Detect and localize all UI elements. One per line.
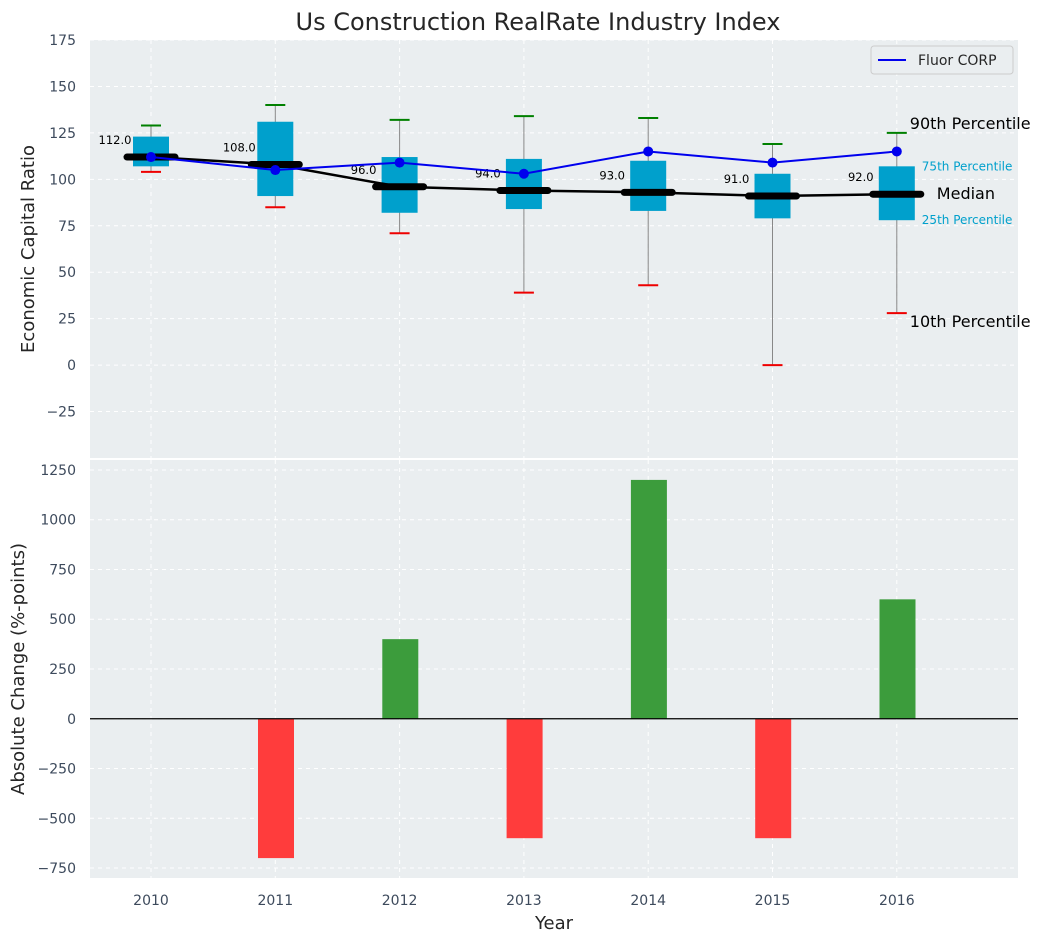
top-y-tick-label: 175 [49, 33, 76, 49]
x-tick-label: 2016 [879, 893, 915, 909]
top-y-tick-label: 100 [49, 172, 76, 188]
change-bar [258, 718, 294, 859]
median-value-label: 96.0 [351, 163, 377, 177]
box-iqr [505, 158, 542, 210]
bottom-y-tick-label: 0 [67, 712, 76, 728]
chart-title: Us Construction RealRate Industry Index [296, 8, 781, 36]
top-y-tick-label: 25 [58, 312, 76, 328]
series-point [394, 157, 405, 168]
change-bar [382, 639, 419, 719]
median-value-label: 108.0 [223, 140, 256, 154]
annotation-p25: 25th Percentile [922, 213, 1013, 227]
top-plot-background [90, 40, 1018, 458]
top-y-tick-label: 50 [58, 265, 76, 281]
x-tick-label: 2013 [506, 893, 542, 909]
series-point [270, 165, 281, 176]
change-bar [630, 479, 667, 719]
top-y-tick-label: 125 [49, 126, 76, 142]
bottom-y-tick-label: −250 [38, 762, 76, 778]
x-tick-label: 2010 [133, 893, 169, 909]
bottom-y-tick-label: 250 [49, 662, 76, 678]
legend-box [870, 45, 1014, 75]
series-point [767, 157, 778, 168]
top-y-tick-label: 0 [67, 358, 76, 374]
median-value-label: 93.0 [599, 168, 625, 182]
box-iqr [630, 160, 667, 211]
bottom-y-ticks: −750 −500 −250 0 250 500 750 1000 1250 [38, 463, 76, 877]
box-plot-layer: 112.0 108.0 96.0 94.0 93.0 91.0 92.0 [99, 104, 925, 367]
median-value-label: 91.0 [724, 172, 750, 186]
series-point [643, 146, 654, 157]
bottom-y-tick-label: −500 [38, 811, 76, 827]
top-y-axis-label: Economic Capital Ratio [18, 145, 39, 353]
annotation-p75: 75th Percentile [922, 159, 1013, 173]
median-value-label: 94.0 [475, 166, 501, 180]
change-bar [506, 718, 543, 839]
percentile-annotations: 90th Percentile 75th Percentile Median 25th… [910, 114, 1031, 331]
bottom-y-tick-label: −750 [38, 861, 76, 877]
bottom-y-tick-label: 1250 [40, 463, 76, 479]
bottom-y-tick-label: 1000 [40, 513, 76, 529]
change-bar [879, 599, 916, 719]
top-y-tick-label: 150 [49, 79, 76, 95]
series-point [891, 146, 902, 157]
legend-label: Fluor CORP [918, 53, 997, 69]
x-tick-label: 2012 [382, 893, 418, 909]
x-tick-label: 2011 [257, 893, 293, 909]
bottom-y-tick-label: 750 [49, 562, 76, 578]
change-bar [755, 718, 792, 839]
annotation-p10: 10th Percentile [910, 312, 1031, 331]
x-ticks: 2010 2011 2012 2013 2014 2015 2016 [133, 893, 915, 909]
top-y-ticks: −25 0 25 50 75 100 125 150 175 [46, 33, 76, 421]
median-value-label: 92.0 [848, 170, 874, 184]
top-y-tick-label: 75 [58, 219, 76, 235]
legend: Fluor CORP [870, 45, 1014, 75]
bottom-y-axis-label: Absolute Change (%-points) [8, 543, 29, 795]
top-y-tick-label: −25 [46, 405, 76, 421]
x-tick-label: 2014 [630, 893, 666, 909]
series-point [518, 168, 529, 179]
annotation-p90: 90th Percentile [910, 114, 1031, 133]
box-iqr [257, 121, 294, 197]
x-tick-label: 2015 [755, 893, 791, 909]
annotation-median: Median [937, 184, 995, 203]
bar-layer [90, 479, 1018, 859]
x-axis-label: Year [534, 913, 574, 934]
series-point [146, 152, 156, 163]
bottom-y-tick-label: 500 [49, 612, 76, 628]
median-value-label: 112.0 [99, 133, 132, 147]
